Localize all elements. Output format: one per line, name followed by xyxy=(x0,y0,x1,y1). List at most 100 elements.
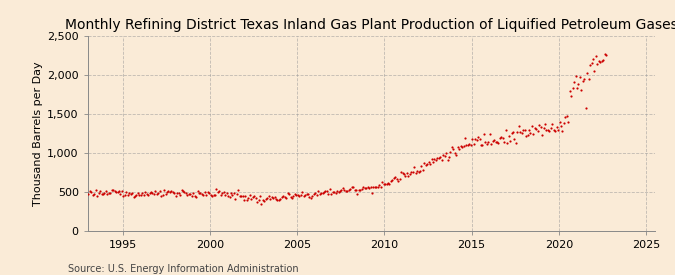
Point xyxy=(508,130,518,134)
Point xyxy=(118,194,129,199)
Point xyxy=(570,74,581,78)
Point xyxy=(335,189,346,193)
Point xyxy=(397,171,408,175)
Point xyxy=(457,145,468,149)
Point xyxy=(426,157,437,161)
Point xyxy=(124,191,134,195)
Point xyxy=(572,86,583,90)
Point xyxy=(287,196,298,200)
Point xyxy=(400,174,411,178)
Point xyxy=(207,194,217,198)
Point xyxy=(480,140,491,144)
Point xyxy=(486,142,497,146)
Point xyxy=(383,180,394,185)
Point xyxy=(592,61,603,66)
Point xyxy=(360,186,371,190)
Point xyxy=(228,191,239,196)
Point xyxy=(599,52,610,56)
Point xyxy=(452,145,463,150)
Point xyxy=(86,190,97,194)
Point xyxy=(417,168,428,172)
Point xyxy=(413,169,424,174)
Point xyxy=(281,196,292,200)
Point xyxy=(99,191,110,195)
Point xyxy=(205,193,216,197)
Point xyxy=(529,125,540,130)
Point xyxy=(266,195,277,199)
Point xyxy=(428,159,439,164)
Point xyxy=(136,192,146,197)
Point xyxy=(146,190,157,194)
Point xyxy=(580,105,591,110)
Point xyxy=(153,191,163,195)
Point xyxy=(142,193,153,197)
Point xyxy=(182,193,193,197)
Point xyxy=(573,81,584,86)
Point xyxy=(259,198,270,203)
Point xyxy=(381,182,392,186)
Point xyxy=(224,194,235,199)
Point xyxy=(531,127,541,131)
Point xyxy=(388,176,399,180)
Point xyxy=(233,188,244,192)
Point xyxy=(582,71,593,75)
Point xyxy=(265,197,275,202)
Point xyxy=(101,188,111,193)
Point xyxy=(333,190,344,195)
Point xyxy=(297,190,308,194)
Point xyxy=(263,194,274,198)
Point xyxy=(445,150,456,154)
Point xyxy=(448,147,459,151)
Point xyxy=(593,59,604,63)
Point xyxy=(455,144,466,148)
Point xyxy=(279,194,290,199)
Point xyxy=(214,188,225,193)
Point xyxy=(89,191,100,196)
Point xyxy=(323,192,333,196)
Point xyxy=(384,182,395,186)
Point xyxy=(483,139,493,144)
Point xyxy=(189,194,200,198)
Point xyxy=(524,127,535,132)
Point xyxy=(407,169,418,174)
Point xyxy=(320,189,331,193)
Point xyxy=(450,150,460,155)
Point xyxy=(365,185,376,189)
Point xyxy=(390,175,401,180)
Point xyxy=(329,190,340,194)
Point xyxy=(436,157,447,162)
Point xyxy=(345,187,356,192)
Text: Source: U.S. Energy Information Administration: Source: U.S. Energy Information Administ… xyxy=(68,264,298,274)
Point xyxy=(369,185,380,189)
Point xyxy=(548,128,559,132)
Point xyxy=(232,192,242,196)
Point xyxy=(583,76,594,81)
Point xyxy=(284,192,294,196)
Point xyxy=(199,189,210,194)
Point xyxy=(298,193,309,198)
Point xyxy=(194,191,205,195)
Point xyxy=(140,190,151,195)
Point xyxy=(121,190,132,194)
Point xyxy=(119,193,130,197)
Point xyxy=(308,191,319,196)
Point xyxy=(435,155,446,159)
Point xyxy=(273,198,284,202)
Point xyxy=(96,192,107,196)
Point xyxy=(178,189,188,193)
Point xyxy=(350,188,361,192)
Point xyxy=(250,196,261,200)
Point xyxy=(567,86,578,90)
Point xyxy=(330,191,341,196)
Point xyxy=(451,152,462,157)
Point xyxy=(359,185,370,190)
Point xyxy=(414,168,425,173)
Point xyxy=(288,194,299,198)
Point xyxy=(105,191,115,196)
Point xyxy=(227,193,238,197)
Point xyxy=(493,141,504,145)
Point xyxy=(282,191,293,196)
Title: Monthly Refining District Texas Inland Gas Plant Production of Liquified Petrole: Monthly Refining District Texas Inland G… xyxy=(65,18,675,32)
Point xyxy=(429,156,440,161)
Point xyxy=(468,141,479,146)
